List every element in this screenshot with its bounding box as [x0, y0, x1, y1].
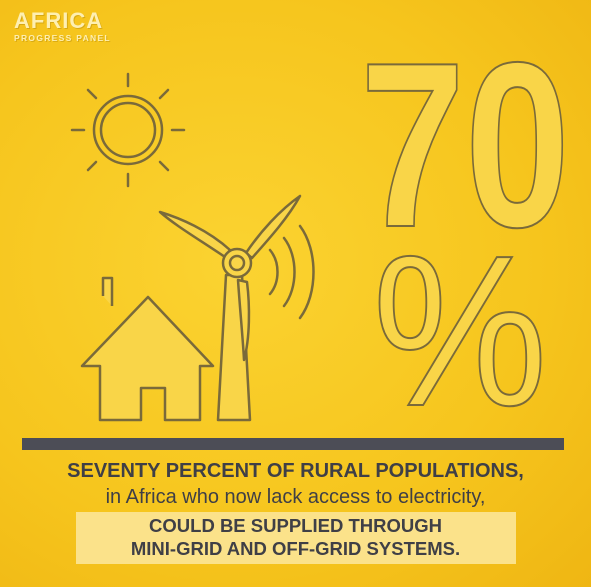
caption-highlight: COULD BE SUPPLIED THROUGH MINI-GRID AND … [75, 512, 516, 564]
caption-line-2: in Africa who now lack access to electri… [105, 486, 486, 508]
house-icon [80, 276, 215, 422]
sun-icon [70, 72, 186, 188]
logo: AFRICA PROGRESS PANEL [14, 8, 111, 44]
headline-number: 70 [360, 13, 570, 276]
illustration: 70 % [70, 12, 571, 440]
signal-waves-icon [268, 224, 315, 320]
caption-line-3: COULD BE SUPPLIED THROUGH [149, 515, 442, 536]
logo-title: AFRICA [14, 8, 104, 33]
caption-line-1: SEVENTY PERCENT OF RURAL POPULATIONS, [67, 460, 524, 482]
logo-subtitle: PROGRESS PANEL [14, 33, 111, 43]
caption: SEVENTY PERCENT OF RURAL POPULATIONS, in… [0, 458, 591, 564]
caption-line-4: MINI-GRID AND OFF-GRID SYSTEMS. [130, 538, 461, 559]
wind-turbine-icon [158, 194, 302, 422]
divider-bar [22, 438, 564, 450]
headline-percent: % [373, 210, 548, 440]
